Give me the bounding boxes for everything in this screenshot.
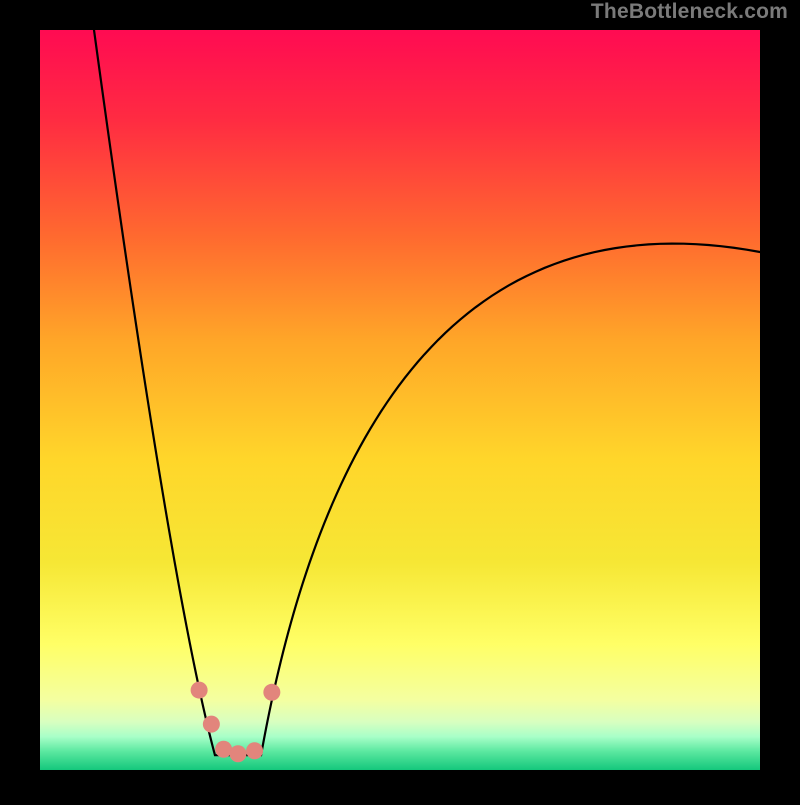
watermark-text: TheBottleneck.com	[591, 0, 788, 24]
valley-marker-0	[191, 682, 208, 699]
valley-marker-5	[263, 684, 280, 701]
valley-marker-4	[246, 742, 263, 759]
bottleneck-chart	[0, 0, 800, 800]
valley-marker-2	[215, 741, 232, 758]
valley-marker-1	[203, 716, 220, 733]
chart-container	[0, 0, 800, 805]
valley-marker-3	[230, 745, 247, 762]
